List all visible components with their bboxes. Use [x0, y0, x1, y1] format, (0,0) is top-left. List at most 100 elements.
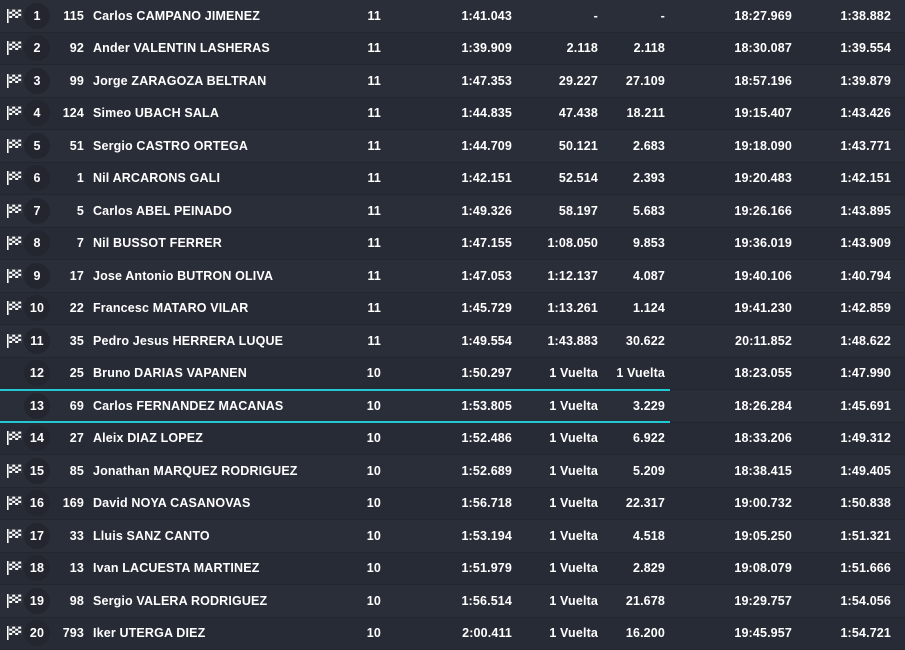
checkered-flag-icon: [6, 171, 23, 186]
table-row[interactable]: 18 13 Ivan LACUESTA MARTINEZ 10 1:51.979 1 Vu…: [0, 552, 905, 585]
gap-time: 1 Vuelta: [549, 593, 598, 608]
rider-number: 1: [76, 171, 84, 186]
gap-time: -: [593, 8, 598, 23]
rider-number: 33: [69, 528, 84, 543]
total-time: 20:11.852: [735, 333, 792, 348]
checkered-flag-icon: [6, 236, 23, 251]
table-row[interactable]: 5 51 Sergio CASTRO ORTEGA 11 1:44.709 50.121 2…: [0, 130, 905, 163]
rider-name: Jonathan MARQUEZ RODRIGUEZ: [93, 463, 298, 478]
table-row[interactable]: 15 85 Jonathan MARQUEZ RODRIGUEZ 10 1:52.689…: [0, 455, 905, 488]
best-lap-time: 1:54.056: [840, 593, 891, 608]
total-time: 19:26.166: [734, 203, 792, 218]
table-row[interactable]: 20 793 Iker UTERGA DIEZ 10 2:00.411 1 Vuelta 1…: [0, 617, 905, 650]
best-lap-time: 1:43.909: [840, 236, 891, 251]
last-lap-time: 1:50.297: [461, 366, 512, 381]
checkered-flag-icon: [6, 496, 23, 511]
total-time: 18:30.087: [734, 41, 792, 56]
interval-time: 21.678: [625, 593, 665, 608]
gap-time: 50.121: [558, 138, 598, 153]
last-lap-time: 1:53.805: [461, 398, 512, 413]
laps-count: 10: [366, 561, 381, 576]
table-row[interactable]: 2 92 Ander VALENTIN LASHERAS 11 1:39.909 2.11…: [0, 32, 905, 65]
interval-time: 16.200: [625, 626, 665, 641]
interval-time: 2.829: [632, 561, 665, 576]
total-time: 19:00.732: [734, 496, 792, 511]
laps-count: 10: [366, 398, 381, 413]
rider-number: 25: [69, 366, 84, 381]
table-row[interactable]: 4 124 Simeo UBACH SALA 11 1:44.835 47.438 18.2…: [0, 97, 905, 130]
interval-time: -: [660, 8, 665, 23]
interval-time: 5.209: [632, 463, 665, 478]
laps-count: 11: [367, 41, 381, 56]
position-badge: 15: [24, 457, 50, 484]
best-lap-time: 1:45.691: [840, 398, 891, 413]
table-row[interactable]: 12 25 Bruno DARIAS VAPANEN 10 1:50.297 1 Vuel…: [0, 357, 905, 390]
gap-time: 1 Vuelta: [549, 366, 598, 381]
rider-name: Aleix DIAZ LOPEZ: [93, 431, 204, 446]
best-lap-time: 1:39.554: [840, 41, 891, 56]
gap-time: 1:08.050: [547, 236, 598, 251]
checkered-flag-icon: [6, 593, 23, 608]
total-time: 18:33.206: [734, 431, 792, 446]
position-badge: 17: [24, 522, 50, 549]
laps-count: 10: [366, 366, 381, 381]
position-badge: 7: [24, 197, 50, 224]
checkered-flag-icon: [6, 203, 23, 218]
checkered-flag-icon: [6, 41, 23, 56]
table-row[interactable]: 16 169 David NOYA CASANOVAS 10 1:56.718 1 Vue…: [0, 487, 905, 520]
interval-time: 1 Vuelta: [616, 366, 665, 381]
table-row[interactable]: 17 33 Lluis SANZ CANTO 10 1:53.194 1 Vuelta 4.…: [0, 520, 905, 553]
total-time: 18:38.415: [734, 463, 792, 478]
table-row[interactable]: 13 69 Carlos FERNANDEZ MACANAS 10 1:53.805 1 …: [0, 389, 905, 423]
best-lap-time: 1:43.771: [840, 138, 891, 153]
checkered-flag-icon: [6, 366, 23, 381]
table-row[interactable]: 19 98 Sergio VALERA RODRIGUEZ 10 1:56.514 1 V…: [0, 585, 905, 618]
rider-name: Francesc MATARO VILAR: [93, 301, 249, 316]
last-lap-time: 1:45.729: [461, 301, 512, 316]
table-row[interactable]: 9 17 Jose Antonio BUTRON OLIVA 11 1:47.053 1:…: [0, 260, 905, 293]
laps-count: 11: [367, 8, 381, 23]
checkered-flag-icon: [6, 626, 23, 641]
last-lap-time: 1:47.053: [461, 268, 512, 283]
position-badge: 13: [24, 392, 50, 419]
rider-name: Simeo UBACH SALA: [93, 106, 220, 121]
best-lap-time: 1:54.721: [840, 626, 891, 641]
last-lap-time: 1:53.194: [461, 528, 512, 543]
last-lap-time: 1:51.979: [461, 561, 512, 576]
laps-count: 10: [366, 496, 381, 511]
total-time: 19:05.250: [734, 528, 792, 543]
gap-time: 1 Vuelta: [549, 626, 598, 641]
table-row[interactable]: 14 27 Aleix DIAZ LOPEZ 10 1:52.486 1 Vuelta 6.…: [0, 422, 905, 455]
table-row[interactable]: 10 22 Francesc MATARO VILAR 11 1:45.729 1:13.…: [0, 292, 905, 325]
best-lap-time: 1:39.879: [840, 73, 891, 88]
gap-time: 29.227: [558, 73, 598, 88]
position-badge: 2: [24, 35, 50, 62]
table-row[interactable]: 3 99 Jorge ZARAGOZA BELTRAN 11 1:47.353 29.22…: [0, 65, 905, 98]
last-lap-time: 1:49.326: [461, 203, 512, 218]
best-lap-time: 1:50.838: [840, 496, 891, 511]
table-row[interactable]: 11 35 Pedro Jesus HERRERA LUQUE 11 1:49.554 1…: [0, 325, 905, 358]
table-row[interactable]: 8 7 Nil BUSSOT FERRER 11 1:47.155 1:08.050 9.8…: [0, 227, 905, 260]
rider-number: 35: [69, 333, 84, 348]
position-badge: 11: [24, 327, 50, 354]
gap-time: 1 Vuelta: [549, 561, 598, 576]
position-badge: 9: [24, 262, 50, 289]
checkered-flag-icon: [6, 561, 23, 576]
rider-number: 27: [69, 431, 84, 446]
gap-time: 52.514: [558, 171, 598, 186]
best-lap-time: 1:38.882: [840, 8, 891, 23]
rider-name: Sergio CASTRO ORTEGA: [93, 138, 249, 153]
position-badge: 6: [24, 165, 50, 192]
table-row[interactable]: 7 5 Carlos ABEL PEINADO 11 1:49.326 58.197 5.6…: [0, 195, 905, 228]
position-badge: 19: [24, 587, 50, 614]
rider-number: 115: [63, 8, 84, 23]
table-row[interactable]: 6 1 Nil ARCARONS GALI 11 1:42.151 52.514 2.393…: [0, 162, 905, 195]
best-lap-time: 1:49.405: [840, 463, 891, 478]
gap-time: 1 Vuelta: [549, 398, 598, 413]
gap-time: 1:13.261: [547, 301, 598, 316]
last-lap-time: 1:44.835: [461, 106, 512, 121]
gap-time: 1 Vuelta: [549, 496, 598, 511]
table-row[interactable]: 1 115 Carlos CAMPANO JIMENEZ 11 1:41.043 - - 18…: [0, 0, 905, 33]
rider-number: 793: [62, 626, 84, 641]
total-time: 18:26.284: [734, 398, 792, 413]
